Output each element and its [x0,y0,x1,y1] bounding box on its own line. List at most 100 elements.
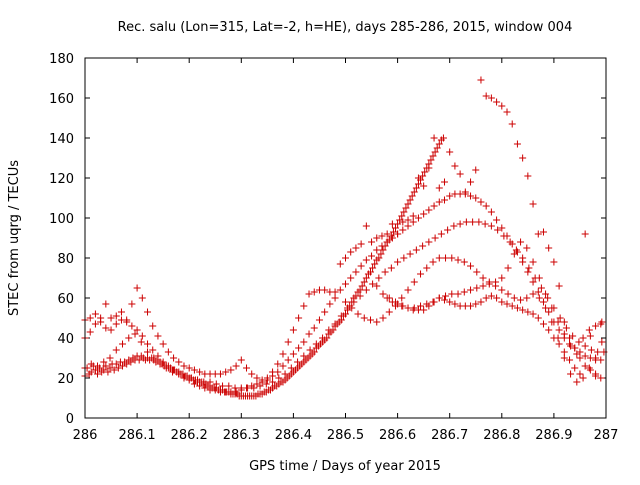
data-point [212,380,220,388]
data-point [498,224,506,232]
data-point [86,328,94,336]
data-point [566,356,574,364]
data-point [315,316,323,324]
data-point [420,210,428,218]
data-point [494,226,502,234]
chart-title: Rec. salu (Lon=315, Lat=-2, h=HE), days … [118,20,573,35]
data-point [529,258,537,266]
data-point [503,108,511,116]
data-point [545,326,553,334]
data-point [575,338,583,346]
x-tick-label: 286.1 [118,428,155,443]
data-point [498,286,506,294]
data-point [352,244,360,252]
data-point [446,148,454,156]
data-point [592,354,600,362]
data-point [319,334,327,342]
data-point [128,300,136,308]
data-point [550,258,558,266]
data-point [295,314,303,322]
data-point [375,274,383,282]
data-point [560,348,568,356]
data-point [110,366,118,374]
data-point [388,298,396,306]
data-point [164,348,172,356]
data-point [571,344,579,352]
data-point [369,264,377,272]
data-point [404,216,412,224]
data-point [117,316,125,324]
data-point [469,218,477,226]
data-point [398,294,406,302]
data-point [594,348,602,356]
data-point [444,226,452,234]
data-point [473,284,481,292]
axis-ticks: 286 286.1 286.2 286.3 286.4 286.5 286.6 286.7 28… [49,52,618,443]
data-point [508,302,516,310]
data-point [535,274,543,282]
data-point [180,362,188,370]
data-point [400,208,408,216]
data-point [560,354,568,362]
data-point [275,374,283,382]
x-axis-label: GPS time / Days of year 2015 [249,459,441,474]
data-point [281,370,289,378]
data-point [529,278,537,286]
data-point [472,194,480,202]
data-point [102,300,110,308]
data-point [556,314,564,322]
data-point [274,360,282,368]
data-point [576,370,584,378]
data-point [100,366,108,374]
data-point [410,278,418,286]
data-point [206,378,214,386]
data-point [383,294,391,302]
data-point [429,152,437,160]
data-point [508,120,516,128]
data-point [149,322,157,330]
data-point [573,378,581,386]
data-point [375,254,383,262]
data-point [159,340,167,348]
data-point [348,304,356,312]
data-point [462,218,470,226]
data-point [225,382,233,390]
data-point [97,318,105,326]
data-point [598,338,606,346]
data-point [378,232,386,240]
data-point [398,212,406,220]
data-point [512,246,520,254]
data-point [200,378,208,386]
data-point [106,354,114,362]
data-point [300,302,308,310]
data-point [414,214,422,222]
data-point [519,306,527,314]
data-point [425,238,433,246]
data-point [87,368,95,376]
data-point [417,270,425,278]
data-point [406,250,414,258]
y-tick-label: 20 [57,372,74,387]
data-point [336,260,344,268]
data-point [331,294,339,302]
data-point [250,384,258,392]
data-point [535,294,543,302]
data-point [473,268,481,276]
data-point [569,332,577,340]
data-point [137,338,145,346]
data-point [368,252,376,260]
data-point [510,250,518,258]
data-point [504,290,512,298]
data-point [437,230,445,238]
data-point [358,282,366,290]
data-point [477,198,485,206]
data-point [402,204,410,212]
data-point [485,280,493,288]
data-point [440,178,448,186]
data-point [117,308,125,316]
data-point [519,254,527,262]
data-point [597,320,605,328]
data-point [91,310,99,318]
data-point [513,140,521,148]
data-point [350,298,358,306]
